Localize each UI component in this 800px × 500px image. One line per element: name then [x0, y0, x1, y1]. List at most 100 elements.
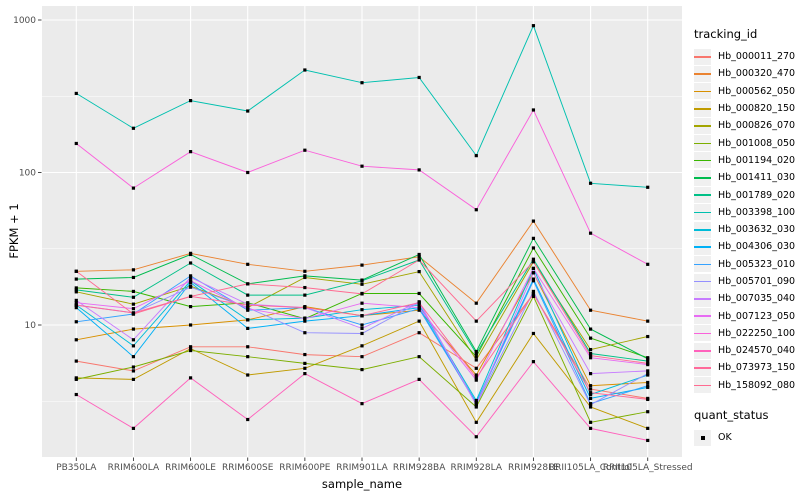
legend-item-label: Hb_000320_470 [718, 68, 796, 80]
x-tick-label: RRIM600SE [222, 463, 274, 473]
x-tick-label: RRIM600PE [279, 463, 331, 473]
data-point [303, 306, 307, 310]
series-color-swatch [694, 315, 711, 318]
data-point [588, 354, 593, 358]
data-point [588, 327, 593, 331]
data-point [188, 275, 193, 280]
legend-key [694, 169, 711, 186]
data-point [360, 314, 364, 318]
data-point [188, 279, 193, 283]
data-point [474, 349, 478, 354]
legend-item: Hb_003632_030 [694, 221, 795, 238]
legend-item-quant-ok: OK [694, 429, 795, 446]
series-color-swatch [694, 142, 711, 145]
data-point [246, 307, 250, 311]
legend-item-label: Hb_000820_150 [718, 103, 796, 115]
data-point [646, 334, 650, 339]
legend-item: Hb_007035_040 [694, 290, 795, 307]
series-color-swatch [694, 211, 711, 214]
data-point [74, 269, 78, 273]
data-point [531, 277, 536, 281]
data-point [188, 305, 193, 309]
legend-item-label: Hb_007035_040 [718, 293, 796, 305]
legend-item: Hb_000820_150 [694, 100, 795, 117]
legend-item-label: Hb_001008_050 [718, 137, 796, 149]
data-point [74, 303, 78, 307]
data-point [246, 318, 250, 322]
data-point [188, 345, 193, 349]
series-color-swatch [694, 56, 711, 58]
data-point [531, 24, 536, 28]
data-point [646, 369, 650, 373]
data-point [131, 126, 136, 130]
legend-item: Hb_001789_020 [694, 186, 795, 204]
data-point [474, 376, 478, 380]
series-color-swatch [694, 263, 711, 266]
legend-item-label: Hb_158092_080 [718, 379, 796, 391]
data-point [646, 319, 650, 323]
data-point [360, 331, 364, 336]
legend-item-label: Hb_024570_040 [718, 345, 796, 357]
data-point [188, 150, 193, 154]
series-color-swatch [694, 73, 711, 75]
data-point [74, 320, 78, 324]
data-point [588, 391, 593, 395]
data-point [360, 308, 364, 312]
data-point [303, 68, 307, 72]
data-point [417, 306, 421, 310]
data-point [131, 377, 136, 381]
legend-item-label: Hb_005701_090 [718, 276, 796, 287]
data-point [531, 360, 536, 364]
legend-item-label: Hb_005323_010 [718, 258, 796, 270]
data-point [588, 420, 593, 424]
legend-item-label: Hb_000562_050 [718, 85, 796, 97]
data-point [417, 75, 421, 80]
data-point [131, 355, 136, 359]
data-point [474, 373, 478, 377]
y-axis-title: FPKM + 1 [7, 203, 21, 259]
legend-title-tracking-id: tracking_id [694, 27, 758, 41]
data-point [188, 294, 193, 299]
data-point [303, 331, 307, 335]
legend-item: Hb_000562_050 [694, 83, 795, 100]
data-point [588, 405, 593, 409]
data-point [531, 257, 536, 261]
data-point [588, 403, 593, 407]
data-point [417, 377, 421, 381]
x-tick-label: RRIM928LA [451, 463, 503, 473]
data-point [303, 319, 307, 323]
data-point [131, 369, 136, 373]
data-point [531, 279, 536, 283]
data-point [646, 361, 650, 366]
legend-title-quant-status: quant_status [694, 407, 769, 422]
data-point [188, 285, 193, 289]
data-point [646, 372, 650, 376]
legend-item: Hb_022250_100 [694, 325, 795, 342]
data-point [360, 344, 364, 348]
legend-key [694, 342, 711, 359]
legend-item: Hb_003398_100 [694, 204, 795, 221]
data-point [588, 336, 593, 340]
series-color-swatch [694, 367, 711, 369]
legend-item-label: Hb_022250_100 [718, 327, 796, 339]
legend-key [694, 325, 711, 342]
data-point [531, 236, 536, 240]
x-tick-label: RRIM928BA [393, 463, 446, 473]
legend-item: Hb_001411_030 [694, 169, 795, 186]
data-point [188, 252, 193, 257]
data-point [188, 99, 193, 103]
data-point [131, 289, 136, 294]
data-point [417, 168, 421, 172]
data-point [360, 323, 364, 327]
data-point [74, 298, 78, 302]
legend-key [694, 308, 711, 325]
legend-item: Hb_158092_080 [694, 377, 795, 394]
series-color-swatch [694, 194, 711, 196]
data-point [74, 277, 78, 281]
data-point [531, 294, 536, 299]
data-point [474, 351, 478, 356]
data-point [531, 260, 536, 264]
data-point [131, 275, 136, 280]
legend-item: Hb_000011_270 [694, 48, 795, 65]
legend-item: Hb_001194_020 [694, 152, 795, 169]
